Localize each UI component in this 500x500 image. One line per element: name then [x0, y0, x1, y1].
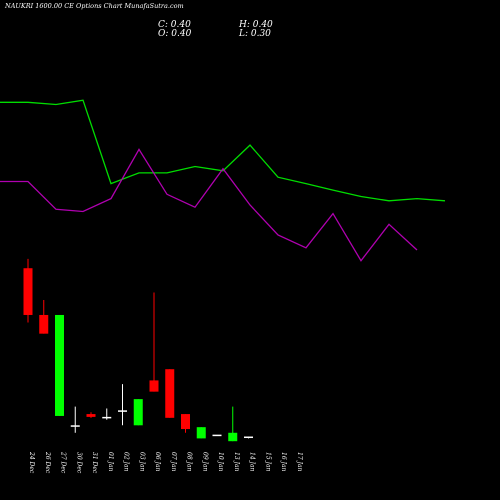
date-label: 16 Jan	[280, 452, 287, 472]
date-label: 31 Dec	[91, 452, 98, 474]
candle-8	[133, 399, 143, 426]
candle-3	[55, 314, 64, 416]
candle-body	[118, 410, 127, 412]
high-value: H: 0.40	[239, 20, 273, 30]
chart-title: NAUKRI 1600.00 CE Options Chart MunafaSu…	[5, 2, 184, 10]
candle-body	[165, 369, 175, 418]
date-label: 01 Jan	[107, 452, 114, 472]
date-label: 06 Jan	[154, 452, 161, 472]
candle-body	[181, 414, 190, 430]
candle-body	[102, 416, 112, 419]
candle-5	[86, 412, 96, 418]
open-value: O: 0.40	[158, 29, 192, 39]
line-panel	[0, 99, 446, 262]
candle-body	[133, 399, 143, 426]
candle-body	[149, 380, 159, 392]
candle-body	[228, 432, 238, 442]
date-label: 13 Jan	[233, 452, 240, 472]
candle-1	[23, 258, 33, 323]
date-label: 15 Jan	[264, 452, 271, 472]
candle-body	[23, 268, 33, 315]
date-label: 08 Jan	[186, 452, 193, 472]
candle-10	[165, 369, 175, 418]
date-label: 09 Jan	[201, 452, 208, 472]
date-label: 02 Jan	[123, 452, 130, 472]
candle-9	[149, 292, 159, 392]
candle-11	[181, 414, 190, 433]
date-label: 30 Dec	[75, 452, 82, 474]
close-value: C: 0.40	[158, 20, 191, 30]
candle-13	[212, 434, 222, 437]
date-label: 07 Jan	[170, 452, 177, 472]
candle-body	[244, 436, 253, 439]
candle-body	[212, 434, 222, 437]
candlestick-panel	[23, 258, 253, 442]
candle-7	[118, 384, 127, 426]
date-label: 10 Jan	[217, 452, 224, 472]
candle-2	[39, 300, 49, 334]
date-label: 03 Jan	[138, 452, 145, 472]
candle-body	[70, 425, 80, 427]
date-label: 17 Jan	[296, 452, 303, 472]
series-1-line	[0, 99, 446, 202]
candle-4	[70, 406, 80, 433]
candle-6	[102, 408, 112, 420]
series-2-line	[0, 148, 418, 262]
date-label: 24 Dec	[28, 451, 35, 474]
low-value: L: 0.30	[239, 29, 271, 39]
candle-body	[39, 314, 49, 334]
candle-12	[196, 427, 206, 439]
date-label: 26 Dec	[44, 451, 51, 474]
date-axis: 24 Dec 26 Dec 27 Dec 30 Dec 31 Dec 01 Jan 02 J…	[28, 451, 303, 474]
candle-body	[55, 314, 64, 416]
candle-body	[86, 414, 96, 417]
candle-15	[244, 436, 253, 439]
date-label: 27 Dec	[60, 451, 67, 474]
candle-body	[196, 427, 206, 439]
candle-14	[228, 406, 238, 442]
date-label: 14 Jan	[249, 452, 256, 472]
